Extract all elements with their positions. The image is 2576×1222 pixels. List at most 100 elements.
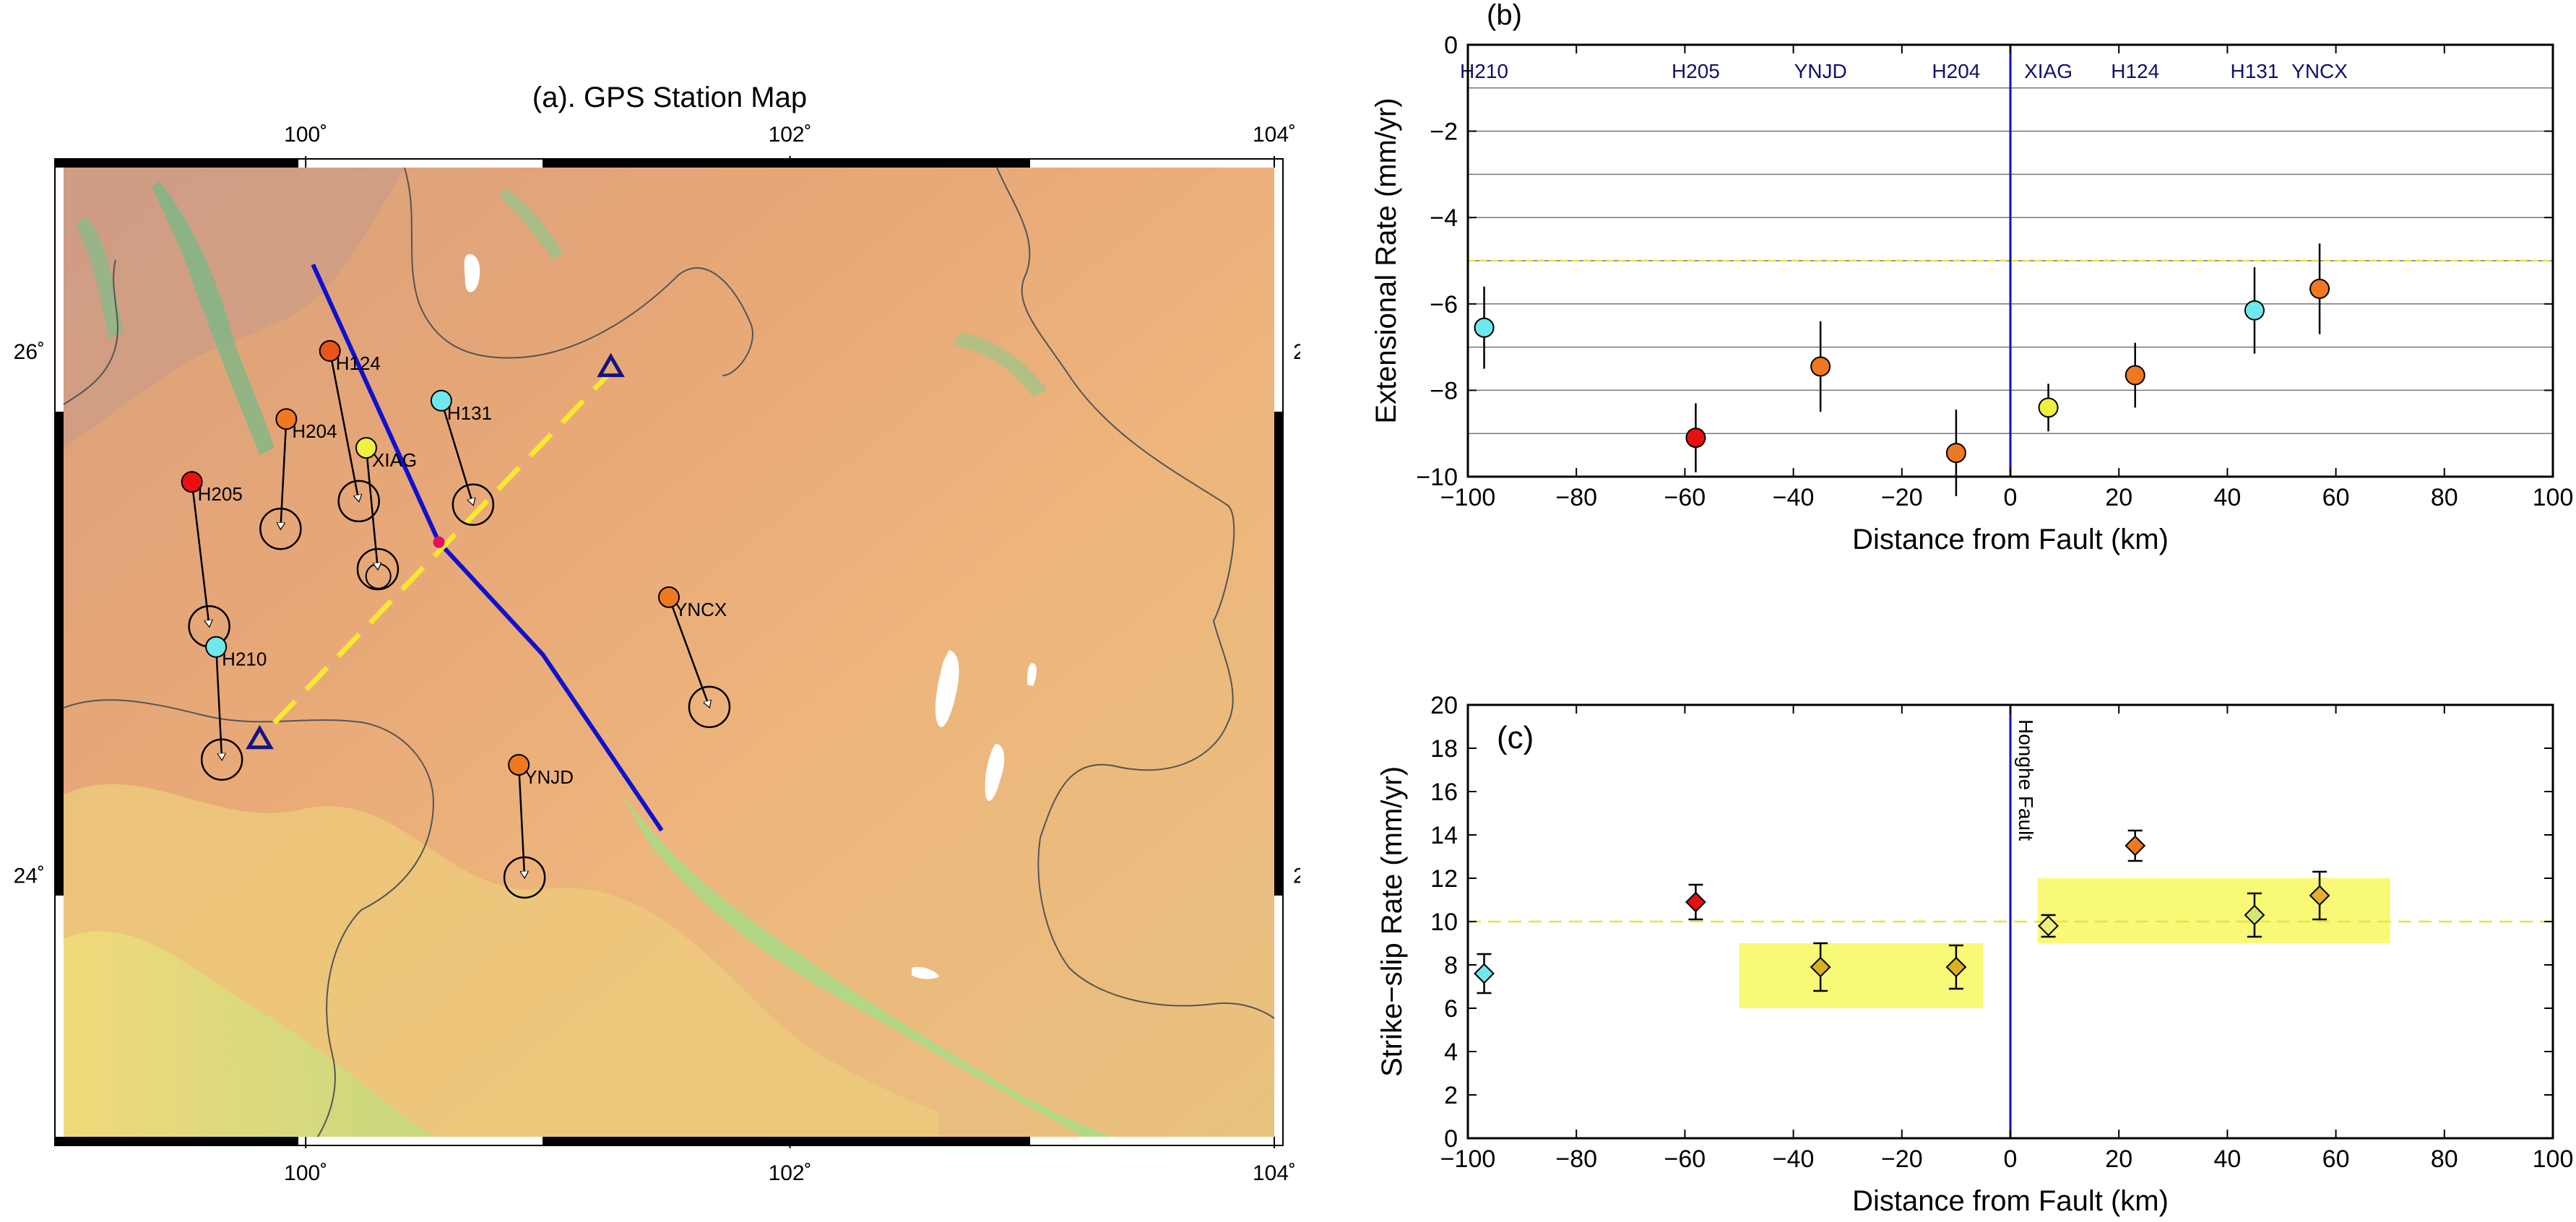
extensional-rate-plot: (b) H210 H205 YNJD H204 XIAG H124 H131 YNCX −10… xyxy=(1370,0,2573,555)
y-tick-label: 2 xyxy=(1444,1082,1458,1109)
y-tick-label: 16 xyxy=(1430,779,1458,806)
y-tick-label: −8 xyxy=(1430,377,1458,404)
station-name-label: H204 xyxy=(1932,60,1980,82)
error-ellipse xyxy=(356,547,399,591)
extensional-data-points xyxy=(1474,243,2330,496)
y-tick-label: −4 xyxy=(1430,204,1458,232)
velocity-arrow xyxy=(191,482,209,626)
x-tick-label: −80 xyxy=(1555,1145,1597,1173)
map-lon-tick-label-top: 102˚ xyxy=(769,123,812,147)
station-name-label: YNJD xyxy=(1794,60,1847,82)
x-tick-label: −60 xyxy=(1664,484,1706,511)
x-tick-label: 20 xyxy=(2105,1145,2132,1173)
x-tick-label: −60 xyxy=(1664,1145,1706,1173)
velocity-arrow xyxy=(215,646,222,760)
data-point xyxy=(1474,317,1495,338)
map-lat-tick-label-left: 26˚ xyxy=(14,340,45,364)
x-tick-label: −100 xyxy=(1440,1145,1496,1173)
data-point xyxy=(2038,397,2059,418)
x-tick-label: −40 xyxy=(1773,484,1815,511)
strike-slip-data-points xyxy=(1474,829,2330,994)
station-marker xyxy=(319,339,341,362)
x-tick-label: 0 xyxy=(2004,1145,2018,1173)
y-tick-label: 14 xyxy=(1430,822,1458,849)
y-tick-label: 12 xyxy=(1430,865,1458,893)
station-label: H205 xyxy=(198,483,243,505)
x-tick-label: 40 xyxy=(2213,1145,2241,1173)
panel-label-c: (c) xyxy=(1497,720,1534,755)
x-tick-label: 60 xyxy=(2322,1145,2350,1173)
velocity-arrow xyxy=(365,447,378,569)
honghe-fault-label: Honghe Fault xyxy=(2015,719,2037,841)
x-tick-label: 40 xyxy=(2213,484,2241,511)
y-tick-label: −10 xyxy=(1416,464,1458,491)
data-point xyxy=(2125,365,2145,386)
x-tick-label: 80 xyxy=(2431,1145,2458,1173)
extensional-station-labels: H210 H205 YNJD H204 XIAG H124 H131 YNCX xyxy=(1460,60,2348,82)
profile-line xyxy=(272,373,610,725)
y-tick-label: 18 xyxy=(1430,735,1458,763)
station-label: H124 xyxy=(336,352,381,374)
map-lat-tick-label-right: 24˚ xyxy=(1293,864,1300,888)
station-name-label: YNCX xyxy=(2291,60,2348,82)
station-label: XIAG xyxy=(372,449,417,471)
error-ellipse xyxy=(503,856,546,899)
profile-end-markers xyxy=(246,352,625,750)
data-point xyxy=(2309,278,2330,299)
data-point xyxy=(2309,885,2330,906)
data-point xyxy=(1685,428,1706,448)
y-tick-label: 20 xyxy=(1430,692,1458,719)
data-point xyxy=(1945,956,1967,978)
profile-end-triangle xyxy=(246,724,274,750)
data-point xyxy=(1810,356,1831,377)
station-marker xyxy=(508,753,530,776)
data-point xyxy=(2244,904,2265,926)
x-tick-label: −80 xyxy=(1555,484,1597,511)
panel-label-b: (b) xyxy=(1487,0,1522,31)
data-point xyxy=(2244,300,2265,321)
map-longitude-ticks-bottom: 100˚ 102˚ 104˚ xyxy=(284,1137,1296,1185)
x-tick-label: 0 xyxy=(2004,484,2018,511)
y-tick-label: −2 xyxy=(1430,118,1458,146)
data-point xyxy=(1685,891,1706,913)
station-label: H204 xyxy=(292,420,337,442)
map-lon-tick-label-bottom: 104˚ xyxy=(1253,1161,1296,1185)
error-ellipse xyxy=(200,738,243,781)
station-marker xyxy=(658,586,680,608)
station-marker xyxy=(355,437,377,459)
gps-station-map-panel: (a). GPS Station Map 100˚ 102˚ xyxy=(14,82,1300,1185)
extensional-axes: −100 −80 −60 −40 −20 0 20 40 60 80 100−10−8−6−4−20 xyxy=(1416,32,2573,511)
x-tick-label: −40 xyxy=(1773,1145,1815,1173)
velocity-arrow xyxy=(517,764,524,878)
x-tick-label: 100 xyxy=(2533,484,2574,511)
rate-range-box xyxy=(2037,878,2390,943)
x-tick-label: −20 xyxy=(1881,1145,1923,1173)
strike-slip-y-axis-label: Strike−slip Rate (mm/yr) xyxy=(1376,766,1408,1077)
station-name-label: XIAG xyxy=(2024,60,2073,82)
station-label: H131 xyxy=(447,402,492,424)
station-label: YNJD xyxy=(524,766,574,788)
data-point xyxy=(1810,956,1831,978)
extensional-y-axis-label: Extensional Rate (mm/yr) xyxy=(1370,98,1402,423)
strike-slip-rate-plot: −100 −80 −60 −40 −20 0 20 40 60 80 100 0 2 4 6 8 10 12 14 1… xyxy=(1376,692,2573,1217)
y-tick-label: 4 xyxy=(1444,1039,1458,1066)
station-name-label: H205 xyxy=(1672,60,1720,82)
map-lon-tick-label-bottom: 102˚ xyxy=(769,1161,812,1185)
error-ellipse xyxy=(451,483,495,526)
profile-fault-intersection-marker xyxy=(433,536,445,548)
error-ellipse xyxy=(337,480,380,523)
velocity-arrow xyxy=(667,597,709,707)
velocity-arrow xyxy=(440,400,473,505)
profile-end-triangle xyxy=(597,352,625,378)
station-marker xyxy=(430,389,452,412)
y-tick-label: 10 xyxy=(1430,909,1458,936)
x-tick-label: 20 xyxy=(2105,484,2132,511)
station-name-label: H124 xyxy=(2111,60,2159,82)
station-name-label: H131 xyxy=(2230,60,2278,82)
y-tick-label: 0 xyxy=(1444,32,1458,59)
velocity-arrow xyxy=(280,419,288,529)
gps-stations-layer: H124 H204 XIAG H131 H205 H210 YNCX YNJD xyxy=(181,339,731,899)
x-tick-label: −20 xyxy=(1881,484,1923,511)
map-title: (a). GPS Station Map xyxy=(532,82,807,113)
station-marker xyxy=(275,408,298,430)
